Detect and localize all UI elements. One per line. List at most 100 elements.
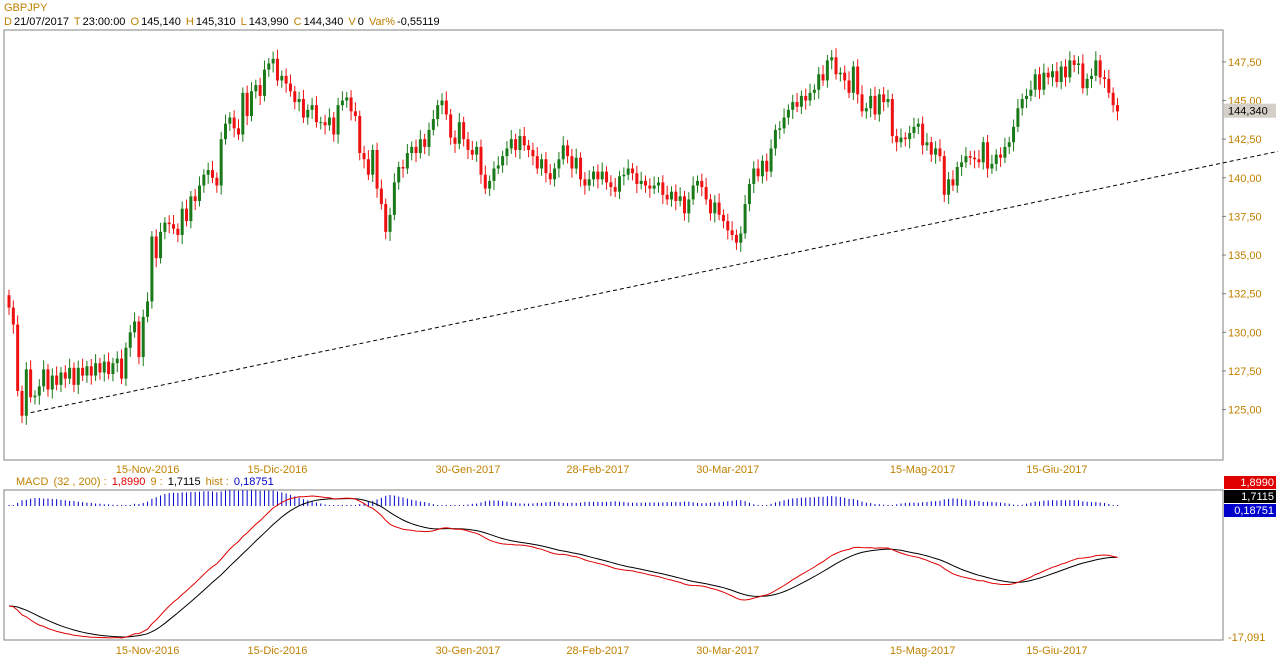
candle-body — [618, 176, 622, 192]
candle-body — [1111, 92, 1115, 106]
candle-body — [436, 105, 440, 120]
candle-body — [747, 183, 751, 205]
candle-body — [838, 72, 842, 75]
candle-body — [665, 194, 669, 200]
y-tick-label: 142,50 — [1228, 134, 1262, 146]
candle-body — [899, 137, 903, 143]
y-tick-label: 127,50 — [1228, 366, 1262, 378]
candle-body — [189, 196, 193, 222]
candle-body — [449, 114, 453, 138]
macd-signal-line — [8, 498, 1118, 638]
candle-body — [42, 369, 46, 387]
candle-body — [947, 179, 951, 195]
candle-body — [960, 162, 964, 167]
candle-body — [366, 159, 370, 175]
candle-body — [466, 139, 470, 150]
price-panel-frame — [3, 29, 1224, 461]
macd-readout: MACD (32 , 200) : 1,8990 9 : 1,7115 hist… — [16, 476, 276, 488]
candle-body — [267, 63, 271, 70]
x-tick-label: 15-Dic-2016 — [247, 464, 307, 476]
candle-body — [50, 375, 54, 390]
candle-body — [280, 75, 284, 81]
candle-body — [994, 154, 998, 164]
candle-body — [128, 332, 132, 348]
candle-body — [457, 122, 461, 144]
hist-value: 0,18751 — [233, 476, 274, 488]
macd-params: (32 , 200) : — [53, 476, 107, 488]
candle-body — [1064, 66, 1068, 78]
candle-body — [834, 57, 838, 75]
y-tick-label: 137,50 — [1228, 211, 1262, 223]
candle-body — [418, 139, 422, 154]
candle-body — [600, 171, 604, 180]
x-tick-label-bottom: 15-Nov-2016 — [116, 645, 180, 657]
signal-value: 1,7115 — [167, 476, 201, 488]
candle-body — [669, 191, 673, 200]
candle-body — [102, 361, 106, 373]
y-tick-label: 132,50 — [1228, 289, 1262, 301]
candle-body — [743, 204, 747, 234]
candle-body — [678, 196, 682, 201]
candle-body — [934, 148, 938, 155]
macd-value-label: 1,7115 — [1241, 491, 1274, 503]
candle-body — [938, 148, 942, 157]
candle-body — [830, 57, 834, 61]
candle-body — [340, 100, 344, 106]
candle-body — [929, 142, 933, 155]
candle-body — [81, 367, 85, 376]
candle-body — [1007, 142, 1011, 147]
candle-body — [1042, 72, 1046, 90]
candle-body — [388, 214, 392, 232]
candle-body — [739, 233, 743, 243]
candle-body — [211, 170, 215, 178]
candle-body — [228, 117, 232, 124]
candle-body — [219, 139, 223, 186]
candle-body — [154, 236, 158, 259]
candle-body — [111, 363, 115, 375]
candle-body — [7, 295, 11, 308]
candle-body — [1098, 60, 1102, 78]
candle-body — [553, 168, 557, 180]
candle-body — [59, 372, 63, 385]
candle-body — [20, 391, 24, 416]
candle-body — [648, 185, 652, 189]
x-tick-label: 30-Mar-2017 — [696, 464, 759, 476]
candle-body — [843, 72, 847, 81]
candle-body — [349, 97, 353, 112]
candle-body — [479, 146, 483, 175]
candle-body — [1003, 146, 1007, 158]
candle-body — [89, 366, 93, 376]
candle-body — [1046, 72, 1050, 78]
candle-body — [167, 222, 171, 225]
candle-body — [115, 358, 119, 364]
x-tick-label: 15-Nov-2016 — [116, 464, 180, 476]
x-tick-label-bottom: 28-Feb-2017 — [566, 645, 629, 657]
macd-value-tag — [1224, 476, 1276, 489]
low-value: 143,990 — [248, 16, 289, 28]
candle-body — [193, 196, 197, 201]
signal-period: 9 : — [150, 476, 163, 488]
candle-body — [297, 98, 301, 103]
candle-body — [916, 123, 920, 127]
candle-body — [631, 168, 635, 174]
candle-body — [527, 145, 531, 150]
candle-body — [206, 170, 210, 175]
candle-body — [488, 180, 492, 189]
candle-body — [574, 157, 578, 169]
candle-body — [566, 145, 570, 157]
candle-body — [1020, 98, 1024, 109]
candle-body — [890, 98, 894, 137]
candle-body — [579, 157, 583, 180]
candle-body — [908, 132, 912, 140]
candle-body — [1038, 74, 1042, 90]
candle-body — [371, 149, 375, 175]
candle-body — [821, 74, 825, 81]
candle-body — [730, 230, 734, 235]
trendline — [30, 150, 1278, 414]
candle-body — [33, 395, 37, 398]
candle-body — [1072, 60, 1076, 65]
candle-body — [674, 191, 678, 201]
y-tick-label: 147,50 — [1228, 57, 1262, 69]
candle-body — [1077, 63, 1081, 65]
